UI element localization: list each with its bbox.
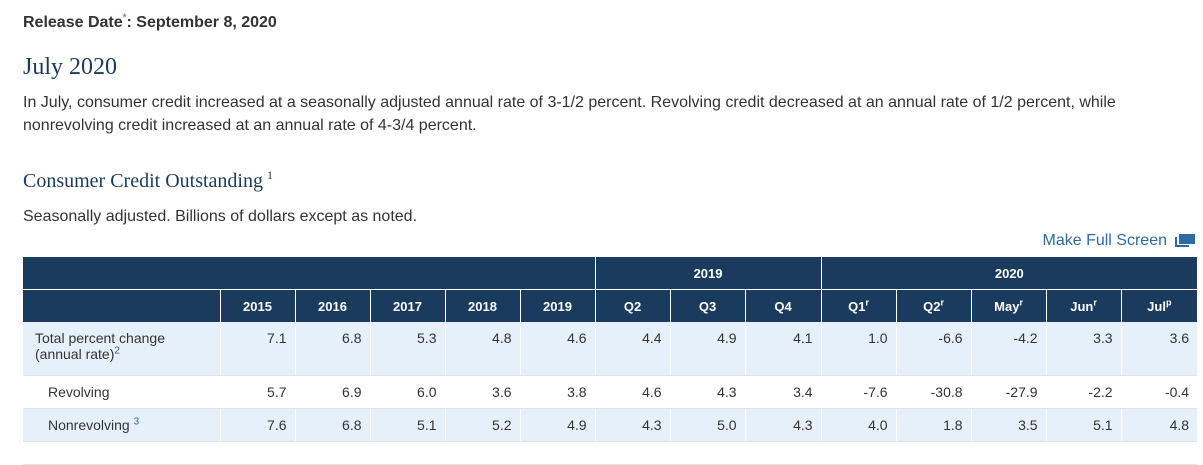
table-cell: -2.2 — [1045, 375, 1122, 409]
table-row-revolving: Revolving 5.7 6.9 6.0 3.6 3.8 4.6 4.3 3.… — [23, 375, 1198, 409]
table-cell: -30.8 — [895, 375, 972, 409]
header-group-2020: 2020 — [820, 257, 1198, 290]
column-header: 2018 — [444, 289, 520, 322]
row-label: Total percent change (annual rate)2 — [23, 322, 220, 376]
column-header: 2019 — [519, 289, 596, 322]
table-cell: 7.1 — [219, 322, 295, 376]
make-full-screen-button[interactable]: Make Full Screen — [1042, 232, 1195, 250]
column-header: 2017 — [369, 289, 445, 322]
column-header: Q1r — [820, 289, 897, 322]
table-cell: 4.9 — [669, 322, 746, 376]
table-cell: 4.0 — [820, 408, 897, 442]
release-date-value: : September 8, 2020 — [126, 14, 277, 31]
table-cell: 4.3 — [594, 408, 671, 442]
row-label: Nonrevolving 3 — [23, 408, 220, 442]
row-label: Revolving — [23, 375, 220, 409]
table-cell: 5.1 — [1045, 408, 1122, 442]
column-header: Junr — [1045, 289, 1122, 322]
row-label — [23, 441, 220, 465]
table-cell: 5.7 — [219, 375, 295, 409]
release-date-label: Release Date — [23, 14, 123, 31]
column-header: 2015 — [219, 289, 295, 322]
table-row-total-percent-change: Total percent change (annual rate)2 7.1 6… — [23, 322, 1198, 376]
table-cell: -6.6 — [895, 322, 972, 376]
table-cell: 3.6 — [444, 375, 520, 409]
table-cell: 3.4 — [744, 375, 822, 409]
table-cell: -4.2 — [970, 322, 1047, 376]
table-cell: -0.4 — [1120, 375, 1198, 409]
table-cell: 6.8 — [294, 408, 370, 442]
table-header-group-row: 2019 2020 — [23, 257, 1198, 290]
page-title: July 2020 — [23, 54, 118, 80]
table-cell: 3.8 — [519, 375, 596, 409]
table-subtitle: Seasonally adjusted. Billions of dollars… — [23, 208, 418, 225]
column-header: Q2r — [895, 289, 972, 322]
column-header: Q3 — [669, 289, 746, 322]
row-footnote[interactable]: 3 — [133, 416, 140, 428]
column-header: Mayr — [970, 289, 1047, 322]
table-cell: 1.8 — [895, 408, 972, 442]
table-cell: 5.3 — [369, 322, 445, 376]
table-cell: 4.8 — [1120, 408, 1198, 442]
table-cell: 5.2 — [444, 408, 520, 442]
fullscreen-icon[interactable] — [1175, 234, 1195, 248]
make-full-screen-label[interactable]: Make Full Screen — [1042, 232, 1168, 249]
release-summary: In July, consumer credit increased at a … — [23, 94, 1116, 134]
table-cell: 6.0 — [369, 375, 445, 409]
table-cell: 4.3 — [669, 375, 746, 409]
table-cell: 6.9 — [294, 375, 370, 409]
table-cell: 4.6 — [594, 375, 671, 409]
column-header: 2016 — [294, 289, 370, 322]
table-row-nonrevolving: Nonrevolving 3 7.6 6.8 5.1 5.2 4.9 4.3 5… — [23, 408, 1198, 442]
column-header: Julp — [1120, 289, 1198, 322]
table-cell: 1.0 — [820, 322, 897, 376]
column-header: Q2 — [594, 289, 671, 322]
table-cell: -27.9 — [970, 375, 1047, 409]
release-date: Release Date*: September 8, 2020 — [23, 12, 277, 32]
header-label-column — [23, 289, 220, 322]
table-cell: 3.6 — [1120, 322, 1198, 376]
section-title-footnote[interactable]: 1 — [266, 168, 273, 183]
table-cell: 4.3 — [744, 408, 822, 442]
header-blank — [23, 257, 596, 290]
table-cell: 5.0 — [669, 408, 746, 442]
section-title: Consumer Credit Outstanding 1 — [23, 168, 273, 193]
table-cell: 4.4 — [594, 322, 671, 376]
header-group-2019: 2019 — [594, 257, 822, 290]
table-header-row: 2015 2016 2017 2018 2019 Q2 Q3 Q4 Q1r Q2… — [23, 289, 1198, 322]
table-cell: 3.5 — [970, 408, 1047, 442]
table-cell: 3.3 — [1045, 322, 1122, 376]
table-cell: 4.1 — [744, 322, 822, 376]
consumer-credit-table: 2019 2020 2015 2016 2017 2018 2019 Q2 Q3… — [23, 257, 1198, 465]
table-cell: -7.6 — [820, 375, 897, 409]
column-header: Q4 — [744, 289, 822, 322]
table-cell: 6.8 — [294, 322, 370, 376]
table-cell: 5.1 — [369, 408, 445, 442]
release-date-marker[interactable]: * — [122, 12, 127, 24]
table-row-partial — [23, 441, 1198, 465]
table-cell: 7.6 — [219, 408, 295, 442]
section-title-text: Consumer Credit Outstanding — [23, 170, 263, 192]
table-cell: 4.8 — [444, 322, 520, 376]
table-cell: 4.9 — [519, 408, 596, 442]
row-footnote[interactable]: 2 — [114, 345, 120, 357]
table-cell: 4.6 — [519, 322, 596, 376]
